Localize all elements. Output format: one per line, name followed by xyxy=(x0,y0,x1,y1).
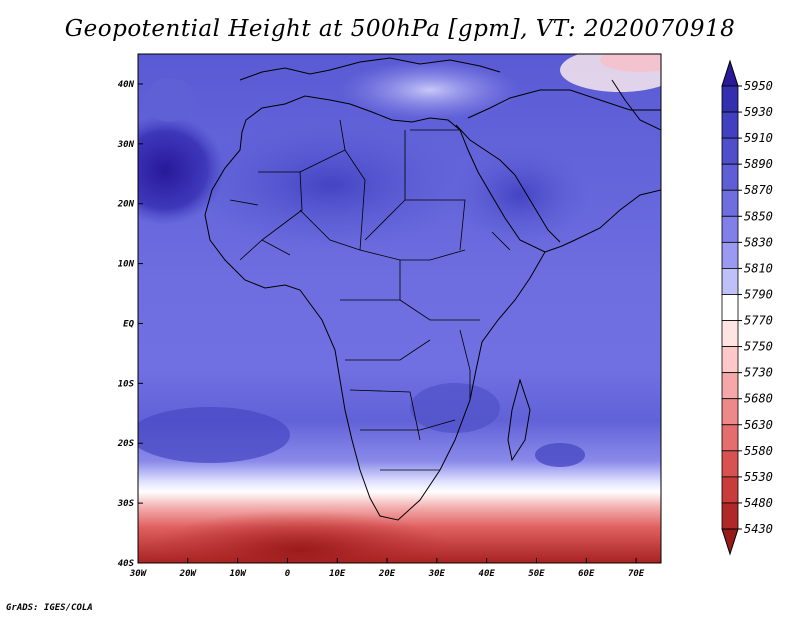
country-borders xyxy=(229,119,511,471)
lat-tick-label: 10S xyxy=(118,379,135,389)
lat-tick-label: 40N xyxy=(118,80,135,90)
colorbar-band xyxy=(721,85,739,113)
lat-tick-label: 20N xyxy=(117,200,135,210)
lon-tick-label: 30W xyxy=(129,569,148,579)
colorbar-level-label: 5950 xyxy=(744,79,773,93)
colorbar-band xyxy=(721,424,739,452)
colorbar-band xyxy=(721,320,739,347)
colorbar-level-label: 5630 xyxy=(744,418,773,432)
colorbar-band xyxy=(721,137,739,165)
coastlines xyxy=(204,57,661,521)
colorbar-level-label: 5810 xyxy=(744,261,773,275)
lon-tick-label: 50E xyxy=(528,569,545,579)
colorbar-level-label: 5790 xyxy=(744,287,773,301)
colorbar-level-label: 5770 xyxy=(744,314,773,328)
longitude-axis: 30W 20W 10W 0 10E 20E 30E 40E 50E 60E 70E xyxy=(129,558,645,579)
colorbar-band xyxy=(721,476,739,504)
lat-tick-label: EQ xyxy=(123,319,134,329)
colorbar-band xyxy=(721,346,739,374)
colorbar: 5950 5930 5910 5890 5870 5850 5830 5810 5790 5770… xyxy=(721,59,773,556)
lon-tick-label: 70E xyxy=(628,569,645,579)
colorbar-level-label: 5830 xyxy=(744,235,773,249)
map-title: Geopotential Height at 500hPa [gpm], VT:… xyxy=(64,16,736,42)
colorbar-band xyxy=(721,502,739,530)
colorbar-level-label: 5850 xyxy=(744,209,773,223)
colorbar-band xyxy=(721,372,739,400)
lat-tick-label: 10N xyxy=(118,260,135,270)
colorbar-level-label: 5480 xyxy=(744,496,773,510)
colorbar-level-label: 5930 xyxy=(744,105,773,119)
colorbar-band xyxy=(721,294,739,321)
colorbar-band xyxy=(721,398,739,426)
lat-tick-label: 30N xyxy=(117,140,135,150)
colorbar-level-label: 5750 xyxy=(744,340,773,354)
colorbar-band xyxy=(721,215,739,243)
colorbar-band xyxy=(721,111,739,139)
lat-tick-label: 20S xyxy=(117,439,135,449)
colorbar-band xyxy=(721,241,739,269)
lon-tick-label: 20W xyxy=(179,569,198,579)
grads-credit: GrADS: IGES/COLA xyxy=(6,603,93,613)
lon-tick-label: 30E xyxy=(428,569,446,579)
colorbar-level-label: 5430 xyxy=(744,522,773,536)
colorbar-level-label: 5580 xyxy=(744,444,773,458)
height-field xyxy=(138,54,661,563)
colorbar-bottom-triangle xyxy=(721,528,739,556)
colorbar-top-triangle xyxy=(721,59,739,87)
lat-tick-label: 30S xyxy=(117,499,135,509)
colorbar-level-label: 5530 xyxy=(744,470,773,484)
colorbar-level-label: 5910 xyxy=(744,131,773,145)
colorbar-band xyxy=(721,163,739,191)
colorbar-level-label: 5680 xyxy=(744,392,773,406)
lon-tick-label: 20E xyxy=(378,569,396,579)
lon-tick-label: 10E xyxy=(329,569,346,579)
colorbar-band xyxy=(721,189,739,217)
lon-tick-label: 0 xyxy=(285,569,291,579)
colorbar-level-label: 5730 xyxy=(744,366,773,380)
colorbar-band xyxy=(721,268,739,295)
lat-tick-label: 40S xyxy=(118,559,135,569)
colorbar-level-label: 5870 xyxy=(744,183,773,197)
lon-tick-label: 10W xyxy=(229,569,247,579)
lon-tick-label: 60E xyxy=(578,569,595,579)
colorbar-level-label: 5890 xyxy=(744,157,773,171)
latitude-axis: 40N 30N 20N 10N EQ 10S 20S 30S 40S xyxy=(117,80,143,569)
lon-tick-label: 40E xyxy=(479,569,496,579)
colorbar-band xyxy=(721,450,739,478)
plot-frame xyxy=(137,53,662,564)
